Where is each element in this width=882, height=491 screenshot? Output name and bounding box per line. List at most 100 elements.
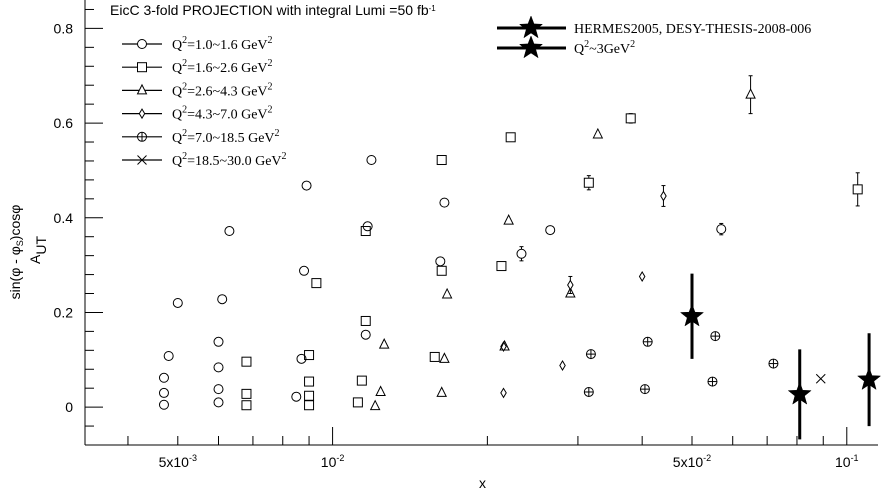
data-marker-circle xyxy=(296,353,307,364)
data-marker-square xyxy=(311,278,322,289)
data-marker-star xyxy=(857,366,882,390)
data-marker-square xyxy=(436,155,447,166)
data-marker-circle xyxy=(172,297,183,308)
data-marker-star xyxy=(518,15,544,39)
legend-entry-hermes: HERMES2005, DESY-THESIS-2008-006 xyxy=(497,15,811,39)
data-marker-diamond xyxy=(138,108,146,120)
data-marker-x xyxy=(137,155,147,165)
data-marker-square xyxy=(436,265,447,276)
data-marker-square xyxy=(241,388,252,399)
axis-tick-labels: 0 0.2 0.4 0.6 0.8 5x10-3 10-2 5x10-2 10-1 xyxy=(54,20,859,470)
y-label-sup-s: S xyxy=(15,240,25,246)
data-marker-triangle xyxy=(375,385,386,396)
legend-left: Q2=1.0~1.6 GeV2 Q2=1.6~2.6 GeV2 Q2=2.6~4.3… xyxy=(122,35,287,169)
data-marker-star xyxy=(518,35,544,59)
data-marker-circle xyxy=(213,362,224,373)
data-marker-square xyxy=(625,113,636,124)
data-marker-diamond xyxy=(567,279,574,291)
data-marker-circle xyxy=(516,248,527,259)
y-label-sup: sin(φ - φ xyxy=(7,246,23,299)
legend-label: Q2=4.3~7.0 GeV2 xyxy=(172,105,273,123)
data-marker-circle xyxy=(301,180,312,191)
legend-label: Q2=7.0~18.5 GeV2 xyxy=(172,128,280,146)
data-marker-cross-circle xyxy=(768,358,779,369)
data-marker-circle xyxy=(163,351,174,361)
data-marker-circle xyxy=(224,226,235,237)
data-marker-square xyxy=(360,226,371,237)
y-label-sub: UT xyxy=(33,236,49,255)
data-marker-square xyxy=(496,261,507,272)
y-label-main: A xyxy=(27,254,43,264)
data-marker-square xyxy=(304,376,315,387)
legend-entry: Q2=18.5~30.0 GeV2 xyxy=(122,151,287,169)
legend-label: Q2=1.6~2.6 GeV2 xyxy=(172,58,273,76)
data-marker-circle xyxy=(299,265,310,276)
data-marker-circle xyxy=(291,391,302,402)
data-marker-circle xyxy=(439,197,450,208)
data-marker-circle xyxy=(435,256,446,267)
data-marker-square xyxy=(852,184,863,195)
data-marker-triangle xyxy=(441,287,453,299)
data-marker-diamond xyxy=(638,270,646,282)
data-marker-diamond xyxy=(660,190,667,202)
data-marker-circle xyxy=(366,155,377,166)
data-marker-circle xyxy=(545,225,556,236)
data-marker-square xyxy=(352,397,363,408)
data-marker-square xyxy=(304,350,315,361)
data-marker-square xyxy=(505,132,516,143)
y-label-sup-tail: )cosφ xyxy=(7,205,23,241)
data-marker-star xyxy=(679,303,705,327)
data-marker-cross-circle xyxy=(585,349,596,360)
y-axis-label: AUT sin(φ - φS)cosφ xyxy=(7,205,49,300)
legend-entry: Q2=7.0~18.5 GeV2 xyxy=(122,128,280,146)
hermes-points xyxy=(679,273,882,440)
data-marker-triangle xyxy=(378,338,390,349)
legend-label: Q2=2.6~4.3 GeV2 xyxy=(172,81,273,99)
data-marker-square xyxy=(304,390,315,401)
x-tick-label: 10-1 xyxy=(835,453,859,470)
data-marker-circle xyxy=(137,39,147,49)
legend-entry: Q2=1.6~2.6 GeV2 xyxy=(122,58,273,76)
data-marker-diamond xyxy=(500,387,507,399)
data-marker-cross-circle xyxy=(137,131,147,142)
data-marker-triangle xyxy=(503,213,514,225)
legend-label: Q2=18.5~30.0 GeV2 xyxy=(172,151,287,169)
data-marker-diamond xyxy=(500,341,507,353)
data-marker-cross-circle xyxy=(707,376,718,387)
data-marker-circle xyxy=(716,224,727,235)
data-marker-star xyxy=(787,381,812,405)
data-marker-square xyxy=(137,62,147,73)
chart-title-text: EicC 3-fold PROJECTION with integral Lum… xyxy=(110,2,429,18)
x-axis-label: x xyxy=(479,475,486,491)
data-marker-triangle xyxy=(592,127,604,139)
data-marker-circle xyxy=(213,384,224,395)
y-tick-label: 0 xyxy=(65,399,73,415)
legend-entry: Q2=4.3~7.0 GeV2 xyxy=(122,105,273,123)
axis-ticks xyxy=(85,8,848,446)
chart-title-sup: -1 xyxy=(429,4,437,13)
y-tick-label: 0.4 xyxy=(54,210,74,226)
data-points xyxy=(158,75,863,411)
data-marker-square xyxy=(356,375,367,386)
data-marker-square xyxy=(304,400,315,411)
data-marker-cross-circle xyxy=(639,384,650,395)
data-marker-square xyxy=(429,351,440,362)
y-tick-label: 0.2 xyxy=(54,304,74,320)
data-marker-circle xyxy=(158,387,169,398)
data-marker-triangle xyxy=(369,399,381,411)
chart-title: EicC 3-fold PROJECTION with integral Lum… xyxy=(110,2,436,18)
data-marker-cross-circle xyxy=(642,336,653,347)
data-marker-circle xyxy=(360,329,371,340)
data-marker-square xyxy=(583,177,594,188)
data-marker-circle xyxy=(213,336,224,347)
data-marker-square xyxy=(241,356,252,367)
data-marker-circle xyxy=(213,397,224,408)
x-tick-label: 10-2 xyxy=(321,453,345,470)
y-tick-label: 0.8 xyxy=(54,20,74,36)
data-marker-circle xyxy=(158,399,169,410)
data-marker-circle xyxy=(158,372,169,383)
data-marker-triangle xyxy=(436,386,448,397)
legend-label: Q2=1.0~1.6 GeV2 xyxy=(172,35,273,53)
legend-entry: Q2=2.6~4.3 GeV2 xyxy=(122,81,273,99)
